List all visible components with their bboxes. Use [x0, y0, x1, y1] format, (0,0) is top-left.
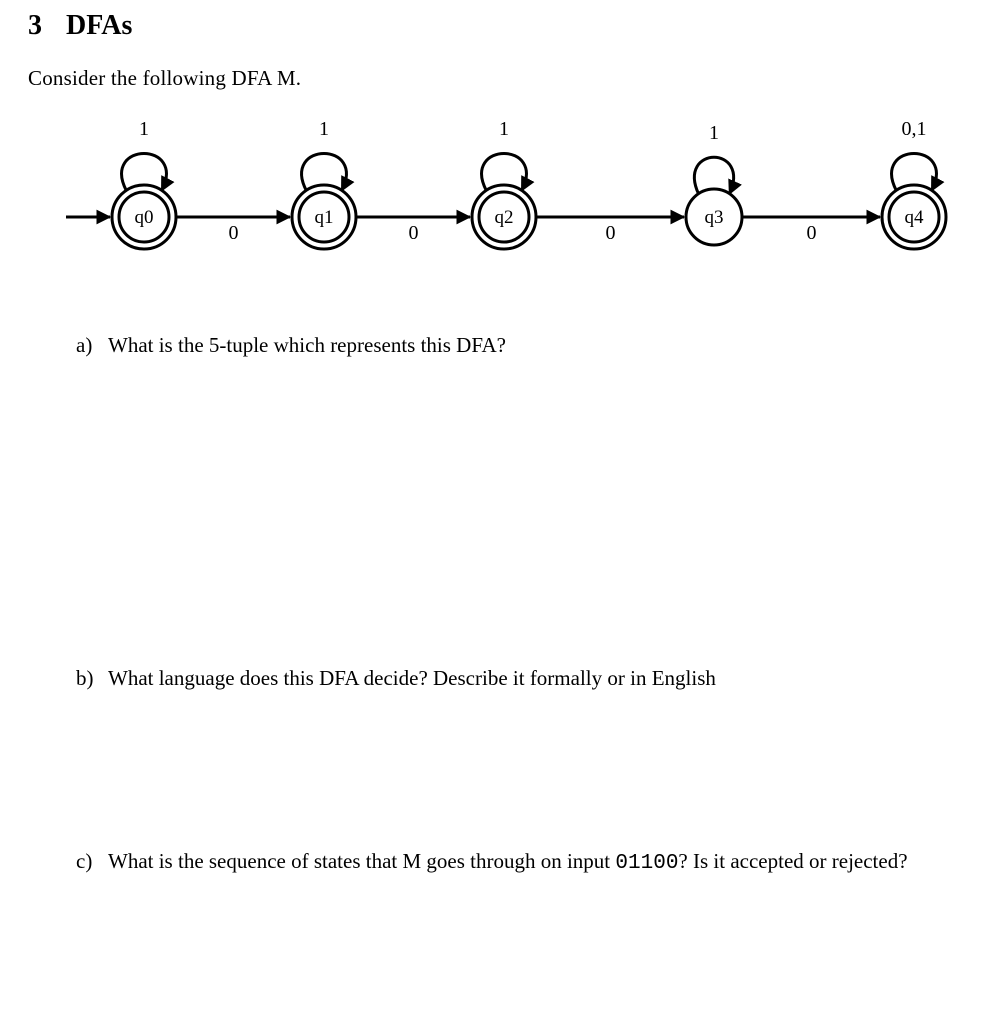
svg-text:0: 0: [606, 222, 616, 244]
question-c-prefix: What is the sequence of states that M go…: [108, 849, 615, 873]
svg-text:0: 0: [229, 222, 239, 244]
question-b-marker: b): [76, 664, 94, 692]
svg-text:1: 1: [499, 118, 509, 140]
svg-text:0: 0: [807, 222, 817, 244]
dfa-diagram: 0 0 0 0 1 1 1 1 0,1 q0 q1 q2 q3 q4: [28, 99, 988, 269]
svg-text:1: 1: [709, 122, 719, 144]
svg-text:0,1: 0,1: [902, 118, 927, 140]
svg-text:q2: q2: [495, 207, 514, 228]
question-a: a) What is the 5-tuple which represents …: [76, 331, 969, 359]
intro-text: Consider the following DFA M.: [28, 66, 969, 91]
page-root: 3DFAs Consider the following DFA M. 0000…: [0, 0, 997, 1024]
svg-text:q3: q3: [705, 207, 724, 228]
question-b: b) What language does this DFA decide? D…: [76, 664, 969, 692]
svg-text:1: 1: [139, 118, 149, 140]
svg-text:1: 1: [319, 118, 329, 140]
question-list: a) What is the 5-tuple which represents …: [28, 331, 969, 878]
question-c: c) What is the sequence of states that M…: [76, 847, 969, 878]
question-c-marker: c): [76, 847, 92, 875]
question-c-suffix: ? Is it accepted or rejected?: [678, 849, 907, 873]
section-title: DFAs: [66, 10, 132, 41]
svg-text:q4: q4: [905, 207, 925, 228]
svg-text:q0: q0: [135, 207, 154, 228]
section-header: 3DFAs: [28, 10, 969, 42]
svg-text:0: 0: [409, 222, 419, 244]
question-c-code: 01100: [615, 852, 678, 875]
question-a-marker: a): [76, 331, 92, 359]
question-a-text: What is the 5-tuple which represents thi…: [108, 333, 506, 357]
question-b-text: What language does this DFA decide? Desc…: [108, 666, 716, 690]
svg-text:q1: q1: [315, 207, 334, 228]
section-number: 3: [28, 10, 66, 41]
